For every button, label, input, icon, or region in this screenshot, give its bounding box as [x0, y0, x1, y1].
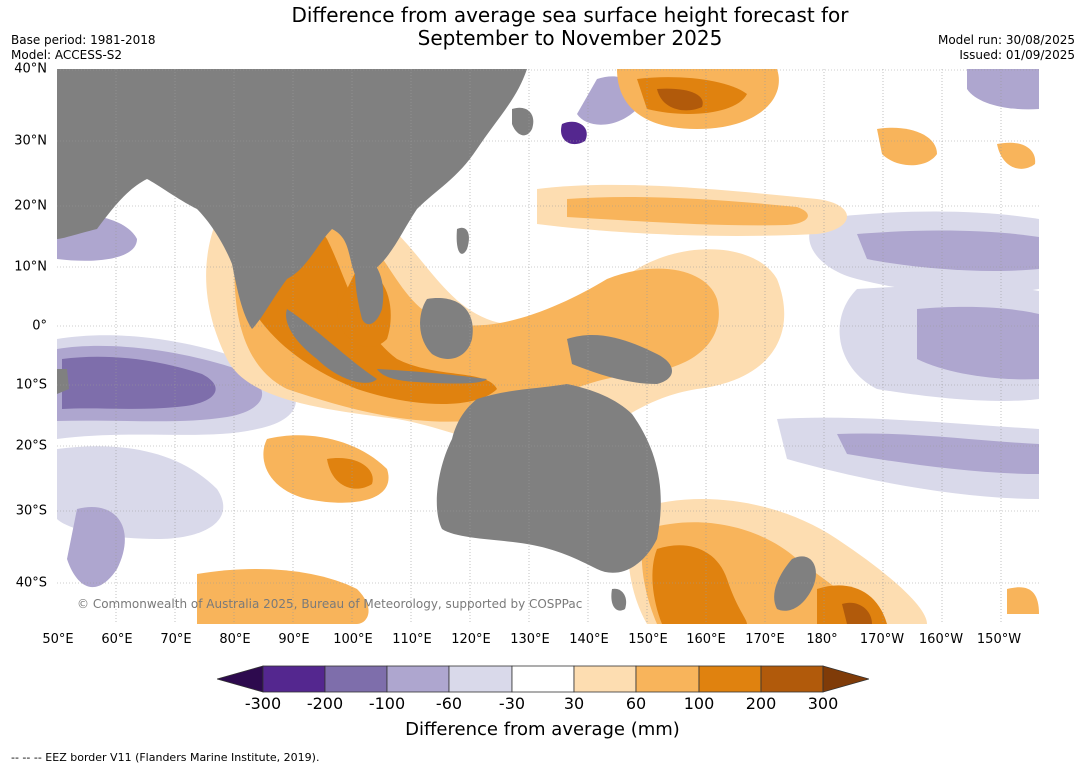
model-name: Model: ACCESS-S2	[11, 48, 123, 62]
lat-label-40n: 40°N	[14, 61, 47, 77]
colorbar-extend-low	[217, 665, 264, 693]
colorbar-bin-3	[386, 665, 450, 693]
colorbar-bin-9	[760, 665, 824, 693]
lon-label-140e: 140°E	[569, 632, 609, 647]
copyright-notice: © Commonwealth of Australia 2025, Bureau…	[77, 597, 583, 611]
indochina-peninsula	[354, 249, 384, 325]
new-guinea	[567, 334, 672, 384]
asia-landmass	[57, 69, 527, 329]
colorbar-bin-5	[511, 665, 575, 693]
base-period: Base period: 1981-2018	[11, 33, 156, 47]
borneo	[420, 298, 473, 359]
colorbar-extend-high	[822, 665, 869, 693]
anomaly-north-pacific-east	[877, 127, 937, 166]
colorbar-tick-1: -300	[244, 694, 282, 713]
lat-label-30s: 30°S	[15, 503, 47, 519]
title-line-2: September to November 2025	[417, 26, 723, 50]
lon-label-150w: 150°W	[976, 632, 1022, 647]
map-title: Difference from average sea surface heig…	[0, 4, 1085, 50]
philippines	[456, 227, 469, 254]
java	[377, 369, 487, 384]
sumatra	[286, 309, 377, 383]
lat-label-10n: 10°N	[14, 259, 47, 275]
lat-label-0: 0°	[32, 318, 47, 334]
lon-label-120e: 120°E	[451, 632, 491, 647]
eez-footnote: -- -- -- EEZ border V11 (Flanders Marine…	[11, 751, 320, 764]
lon-label-80e: 80°E	[219, 632, 251, 647]
lon-label-90e: 90°E	[278, 632, 310, 647]
colorbar-tick-4: -60	[435, 694, 463, 713]
lat-label-20s: 20°S	[15, 438, 47, 454]
anomaly-south-indian-orange-core	[327, 458, 373, 489]
lon-label-180: 180°	[806, 632, 838, 647]
anomaly-nw-pacific-mid	[567, 196, 808, 226]
lon-label-170w: 170°W	[859, 632, 905, 647]
anomaly-se-pacific	[1007, 587, 1039, 614]
anomaly-ne-pacific	[967, 69, 1039, 110]
meta-left: Base period: 1981-2018 Model: ACCESS-S2	[11, 33, 156, 63]
colorbar-bin-7	[635, 665, 700, 693]
colorbar	[217, 665, 869, 693]
model-run: Model run: 30/08/2025	[937, 33, 1075, 47]
title-line-1: Difference from average sea surface heig…	[291, 3, 849, 27]
colorbar-tick-2: -200	[306, 694, 344, 713]
colorbar-bin-8	[698, 665, 762, 693]
lat-label-30n: 30°N	[14, 133, 47, 149]
lon-label-160e: 160°E	[686, 632, 726, 647]
new-zealand	[774, 556, 816, 611]
anomaly-indonesia-strong	[247, 216, 497, 404]
colorbar-tick-6: 30	[563, 694, 585, 713]
africa-edge	[57, 369, 69, 394]
lon-label-100e: 100°E	[333, 632, 373, 647]
anomaly-south-indian-strong	[62, 356, 216, 409]
lat-label-40s: 40°S	[15, 575, 47, 591]
anomaly-south-pacific-mid	[837, 433, 1039, 474]
australia	[436, 384, 661, 573]
anomaly-south-of-nz-core	[842, 602, 872, 624]
lat-label-20n: 20°N	[14, 198, 47, 214]
lon-label-150e: 150°E	[628, 632, 668, 647]
colorbar-tick-5: -30	[498, 694, 526, 713]
anomaly-tasman-strong	[652, 545, 747, 624]
lon-label-170e: 170°E	[745, 632, 785, 647]
colorbar-tick-9: 200	[745, 694, 777, 713]
lon-label-50e: 50°E	[42, 632, 74, 647]
anomaly-japan-core	[561, 121, 587, 145]
map-canvas	[57, 69, 1039, 624]
land	[57, 69, 816, 611]
lon-label-160w: 160°W	[918, 632, 964, 647]
issued-date: Issued: 01/09/2025	[959, 48, 1075, 62]
lon-label-70e: 70°E	[160, 632, 192, 647]
meta-right: Model run: 30/08/2025 Issued: 01/09/2025	[938, 33, 1075, 63]
anomaly-kuroshio-core	[657, 88, 703, 111]
colorbar-tick-10: 300	[807, 694, 839, 713]
colorbar-label: Difference from average (mm)	[405, 719, 680, 740]
colorbar-bin-4	[448, 665, 513, 693]
colorbar-bin-2	[324, 665, 388, 693]
tasmania	[611, 588, 627, 611]
lat-label-10s: 10°S	[15, 377, 47, 393]
anomaly-equatorial-pacific-mid	[917, 306, 1039, 380]
colorbar-tick-7: 60	[625, 694, 647, 713]
lon-label-130e: 130°E	[510, 632, 550, 647]
anomaly-south-indian-sw	[67, 507, 125, 588]
colorbar-bin-1	[262, 665, 326, 693]
colorbar-tick-8: 100	[683, 694, 715, 713]
colorbar-tick-3: -100	[368, 694, 406, 713]
anomaly-north-pacific-mid	[857, 230, 1039, 271]
anomaly-southern-indian-orange	[197, 569, 369, 624]
japan	[512, 107, 534, 136]
anomaly-north-pacific-far-east	[997, 142, 1036, 169]
graticule	[57, 69, 1039, 624]
colorbar-bin-6	[573, 665, 637, 693]
lon-label-60e: 60°E	[101, 632, 133, 647]
forecast-map: © Commonwealth of Australia 2025, Bureau…	[57, 69, 1039, 624]
lon-label-110e: 110°E	[392, 632, 432, 647]
